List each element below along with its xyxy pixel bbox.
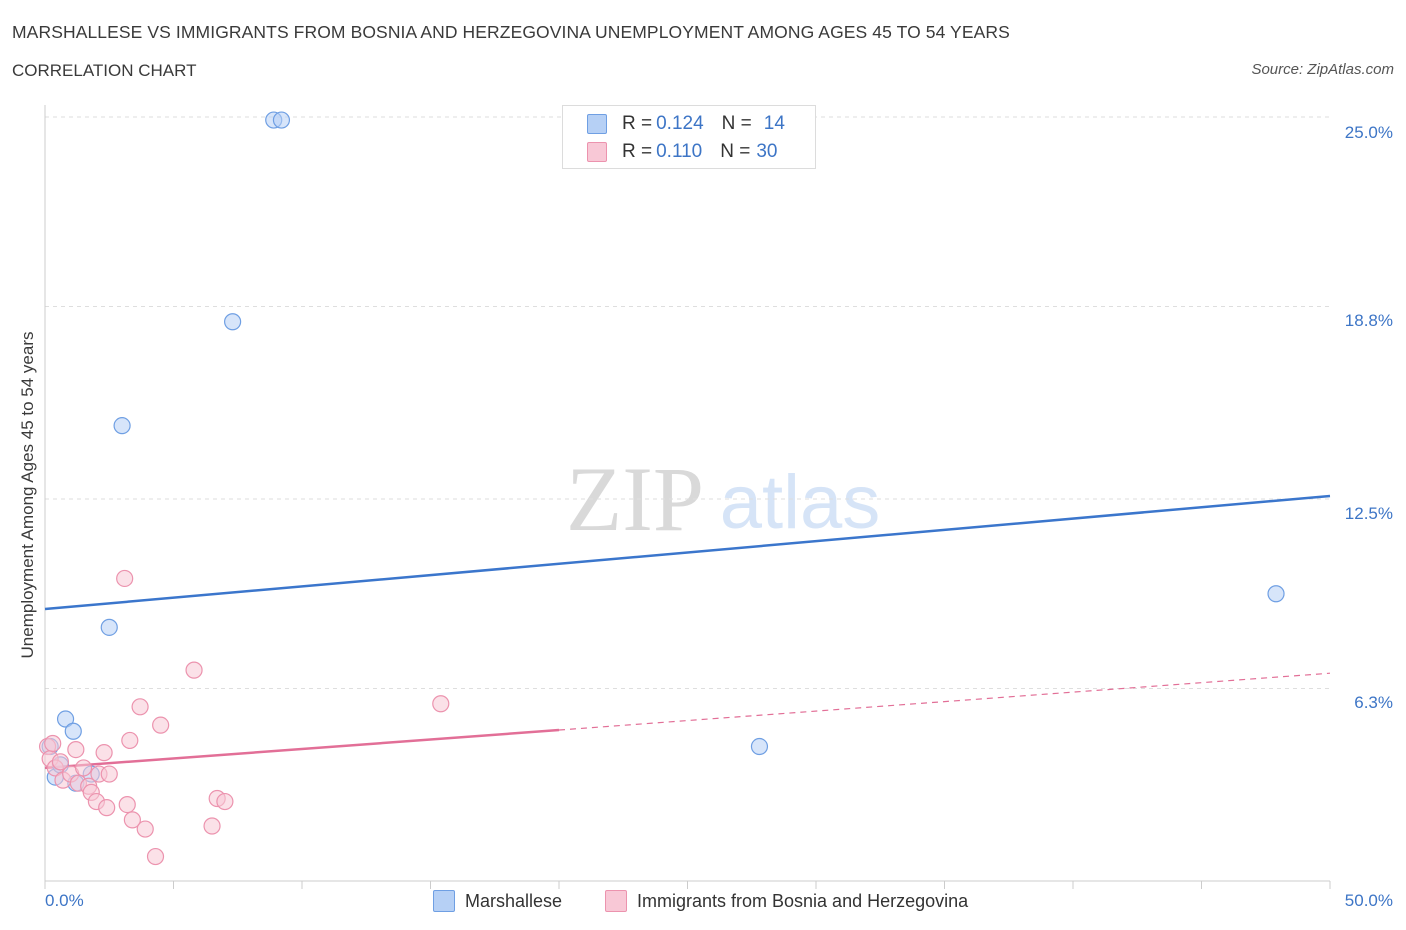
data-point-pink [432, 695, 450, 713]
chart-title: MARSHALLESE VS IMMIGRANTS FROM BOSNIA AN… [12, 22, 1010, 42]
legend-swatch-pink [605, 890, 627, 912]
data-point-blue [113, 417, 131, 435]
data-point-pink [95, 744, 113, 762]
data-point-blue [750, 737, 769, 756]
legend-n-value: 14 [763, 113, 785, 134]
chart-subtitle: CORRELATION CHART [12, 61, 197, 80]
data-point-blue [64, 722, 82, 740]
data-point-blue [1267, 585, 1285, 603]
legend-label: Immigrants from Bosnia and Herzegovina [637, 890, 969, 911]
x-tick-label-min: 0.0% [45, 891, 84, 910]
legend-row-bosnia: R = 0.110 N = 30 [587, 141, 778, 163]
data-point-blue [56, 710, 75, 728]
y-tick-label: 25.0% [1344, 123, 1393, 142]
data-point-pink [67, 740, 85, 759]
bottom-legend-bosnia[interactable]: Immigrants from Bosnia and Herzegovina [605, 890, 968, 912]
data-point-pink [136, 820, 154, 838]
data-point-pink [51, 753, 70, 771]
legend-n-value: 30 [756, 141, 778, 162]
y-tick-label: 18.8% [1344, 311, 1393, 331]
x-tick-label-max: 50.0% [1344, 891, 1393, 910]
legend-label: Marshallese [465, 890, 563, 911]
legend-r-label: R = [622, 141, 653, 162]
trend-line-blue [44, 494, 1331, 611]
legend-swatch-blue [587, 114, 607, 134]
data-point-pink [185, 661, 203, 679]
data-point-pink [152, 716, 170, 734]
data-point-blue [100, 618, 118, 636]
source-label: Source: ZipAtlas.com [1251, 61, 1394, 78]
legend-r-value: 0.110 [656, 141, 703, 162]
data-point-blue [272, 111, 291, 129]
bottom-legend-marshallese[interactable]: Marshallese [433, 890, 562, 912]
legend-swatch-blue [433, 890, 455, 912]
trend-line-pink [44, 728, 560, 770]
watermark-atlas: atlas [720, 460, 881, 545]
legend-n-label: N = [720, 141, 751, 162]
data-point-pink [121, 731, 139, 750]
stats-legend: R = 0.124 N = 14 R = 0.110 N = 30 [562, 105, 816, 169]
data-point-pink [118, 795, 136, 814]
legend-n-label: N = [721, 113, 752, 134]
legend-r-label: R = [622, 113, 653, 134]
data-point-pink [216, 792, 234, 811]
data-point-pink [203, 817, 221, 835]
y-tick-label: 12.5% [1344, 504, 1393, 523]
data-point-pink [131, 698, 149, 716]
y-tick-label: 6.3% [1354, 693, 1393, 713]
data-point-blue [224, 313, 242, 331]
data-point-pink [98, 799, 116, 817]
data-point-pink [74, 759, 93, 777]
legend-r-value: 0.124 [656, 113, 704, 134]
data-point-pink [146, 847, 165, 866]
data-point-pink [44, 734, 62, 753]
data-point-pink [123, 811, 141, 829]
trend-line-pink-dashed [558, 672, 1331, 731]
data-point-pink [100, 765, 118, 783]
data-point-pink [116, 569, 134, 588]
legend-swatch-pink [587, 142, 607, 162]
watermark-zip: ZIP [566, 448, 704, 550]
legend-row-marshallese: R = 0.124 N = 14 [587, 113, 785, 135]
